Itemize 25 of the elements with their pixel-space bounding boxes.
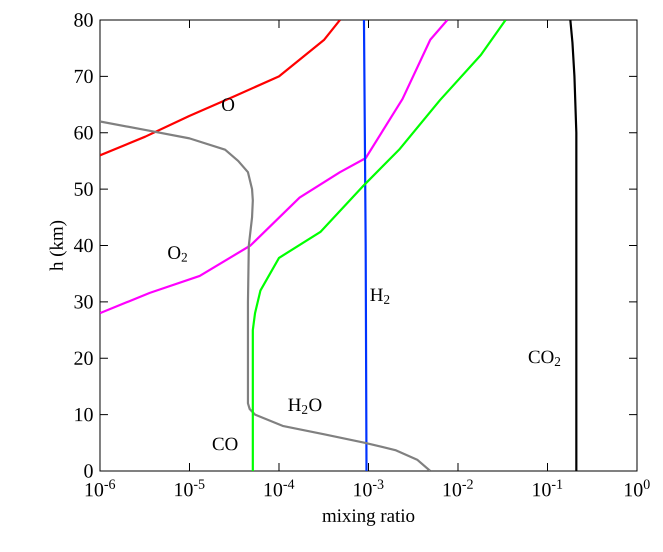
series-label: O [222,98,234,111]
x-tick-label: 10$^{-5}$ [175,480,204,496]
line-series [362,20,368,471]
y-tick-label: 10 [75,408,93,422]
y-tick-label: 60 [74,126,93,140]
y-tick-label: 0 [84,464,93,478]
series-label: H$_{2}$O [288,398,322,414]
x-tick-label: 10$^{-4}$ [264,480,294,496]
series-label: H$_{2}$ [370,288,390,304]
y-axis-title: h (km) [50,220,67,271]
x-tick-label: 10$^{-2}$ [444,480,473,496]
y-tick-label: 70 [74,70,93,84]
y-tick-label: 30 [74,295,93,309]
series-label: CO$_{2}$ [528,350,560,366]
x-tick-label: 10$^{-1}$ [533,479,562,496]
y-tick-label: 80 [74,13,93,27]
y-tick-label: 50 [74,182,93,196]
y-tick-label: 40 [74,238,93,252]
series-label: O$_{2}$ [168,246,187,262]
series-label: CO [212,438,238,450]
x-tick-label: 10$^{-3}$ [354,480,384,496]
y-tick-label: 20 [74,352,93,365]
x-tick-label: 10$^{-6}$ [86,480,116,496]
x-tick-label: 10$^{0}$ [625,480,650,496]
x-axis-title: mixing ratio [322,509,414,526]
